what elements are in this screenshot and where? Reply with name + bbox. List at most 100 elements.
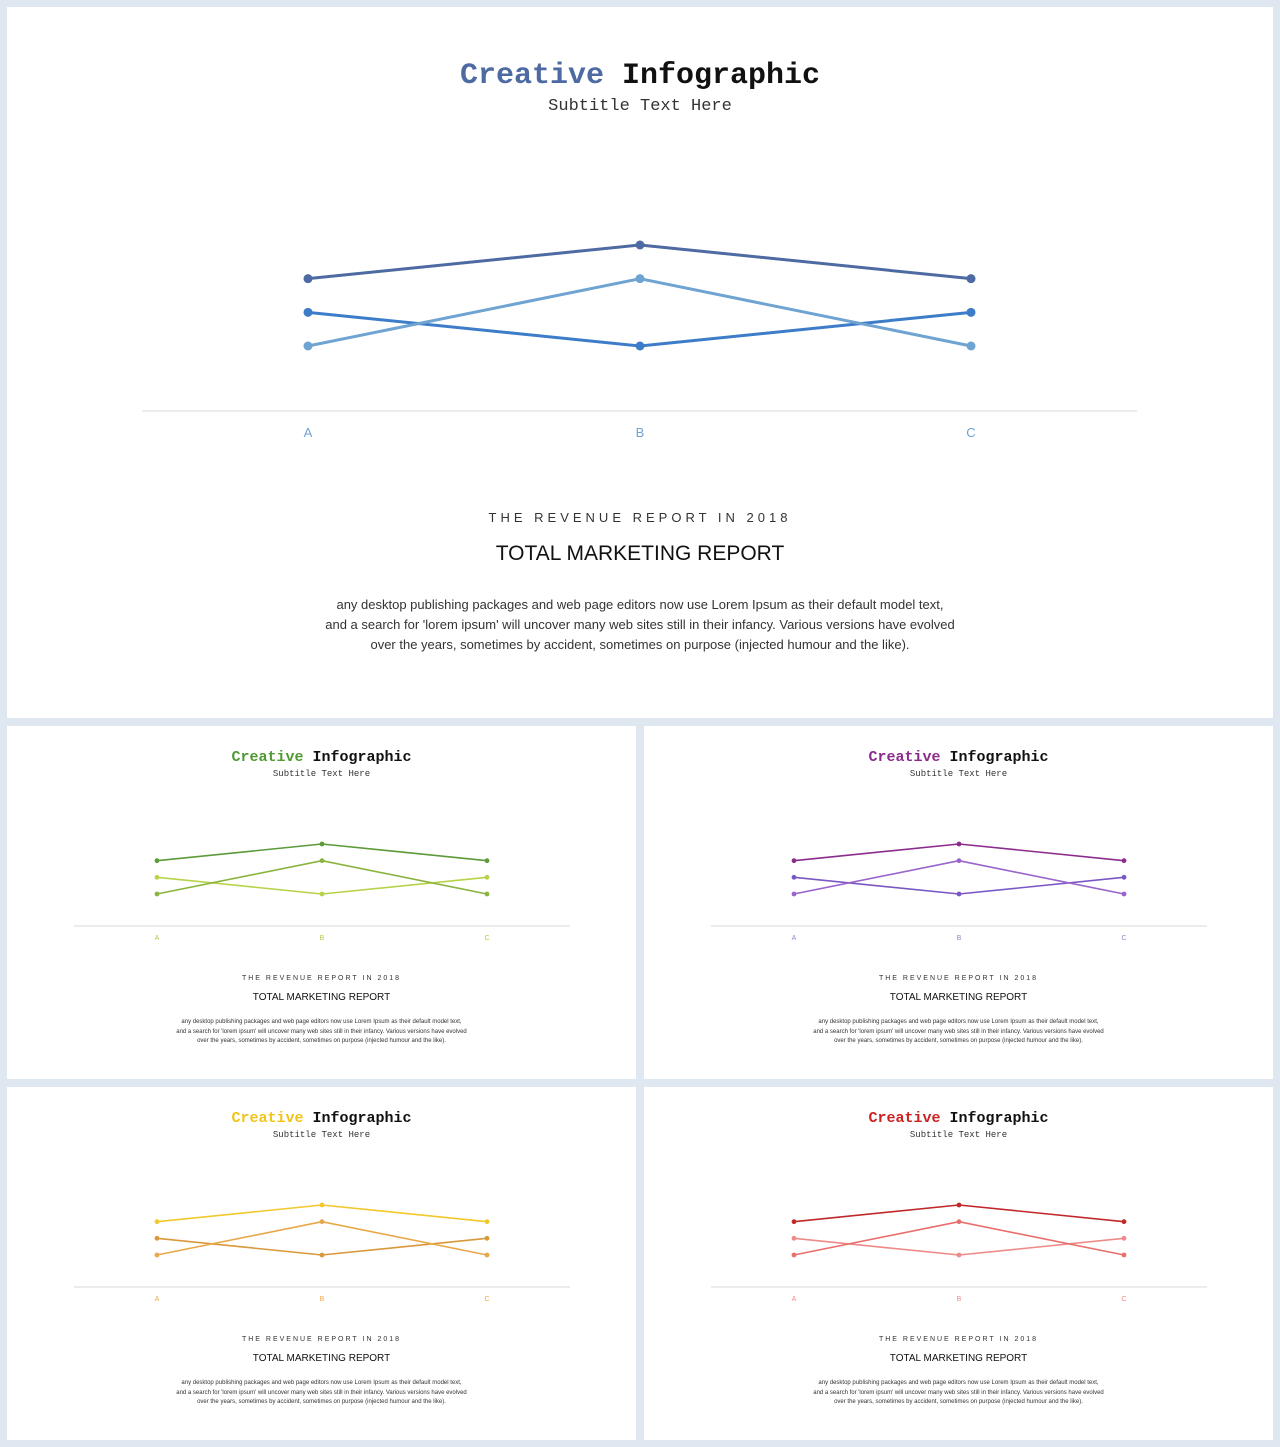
data-point [966, 274, 976, 284]
title-plain-word: Infographic [949, 1110, 1049, 1127]
slide-main: Creative Infographic Subtitle Text Here … [7, 7, 1273, 718]
body-line: any desktop publishing packages and web … [181, 1380, 462, 1386]
x-tick-label: C [1121, 935, 1126, 942]
data-point [484, 874, 490, 880]
report-kicker: THE REVENUE REPORT IN 2018 [878, 1336, 1039, 1343]
series-line [156, 876, 488, 895]
report-body: any desktop publishing packages and web … [7, 1018, 636, 1047]
data-point [303, 341, 313, 351]
series-line [793, 1237, 1125, 1256]
series-line [156, 859, 488, 895]
data-point [1121, 858, 1127, 864]
series-line [793, 1204, 1125, 1223]
x-tick-label: A [304, 425, 313, 440]
data-point [956, 1219, 962, 1225]
data-point [303, 274, 313, 284]
x-tick-label: C [966, 425, 975, 440]
body-line: any desktop publishing packages and web … [336, 597, 944, 612]
data-point [154, 1235, 160, 1241]
x-tick-label: B [957, 935, 962, 942]
body-line: over the years, sometimes by accident, s… [834, 1399, 1083, 1405]
data-point [956, 1252, 962, 1258]
data-point [484, 1252, 490, 1258]
x-tick-label: C [1121, 1296, 1126, 1303]
data-point [1121, 874, 1127, 880]
body-line: over the years, sometimes by accident, s… [834, 1038, 1083, 1044]
slide-title: Creative Infographic [7, 59, 1273, 93]
data-point [319, 891, 325, 897]
x-tick-label: B [957, 1296, 962, 1303]
body-line: over the years, sometimes by accident, s… [197, 1038, 446, 1044]
x-tick-label: B [320, 935, 325, 942]
slide-title: Creative Infographic [644, 749, 1273, 766]
report-kicker: THE REVENUE REPORT IN 2018 [488, 510, 792, 525]
data-point [956, 858, 962, 864]
data-point [635, 341, 645, 351]
line-chart: A B C [711, 841, 1207, 942]
report-body: any desktop publishing packages and web … [644, 1018, 1273, 1047]
data-point [791, 1219, 797, 1225]
data-point [1121, 1219, 1127, 1225]
report-heading: TOTAL MARKETING REPORT [889, 992, 1028, 1003]
data-point [319, 1202, 325, 1208]
slide-purple: Creative Infographic Subtitle Text Here … [644, 726, 1273, 1079]
series-line [793, 876, 1125, 895]
title-plain-word: Infographic [949, 749, 1049, 766]
slide-title: Creative Infographic [644, 1110, 1273, 1127]
series-line [307, 277, 972, 348]
report-kicker: THE REVENUE REPORT IN 2018 [241, 1336, 402, 1343]
data-point [154, 891, 160, 897]
data-point [154, 858, 160, 864]
data-point [319, 1252, 325, 1258]
x-tick-label: C [484, 935, 489, 942]
slide-green: Creative Infographic Subtitle Text Here … [7, 726, 636, 1079]
x-tick-label: A [155, 1296, 160, 1303]
x-tick-label: B [636, 425, 645, 440]
report-kicker: THE REVENUE REPORT IN 2018 [241, 975, 402, 982]
title-colored-word: Creative [868, 1110, 941, 1127]
title-plain-word: Infographic [312, 749, 412, 766]
body-line: and a search for 'lorem ipsum' will unco… [813, 1028, 1104, 1035]
report-body: any desktop publishing packages and web … [7, 595, 1273, 655]
data-point [484, 858, 490, 864]
body-line: and a search for 'lorem ipsum' will unco… [813, 1389, 1104, 1396]
data-point [966, 341, 976, 351]
slide-title: Creative Infographic [7, 749, 636, 766]
data-point [154, 874, 160, 880]
data-point [154, 1219, 160, 1225]
data-point [791, 858, 797, 864]
slide-subtitle: Subtitle Text Here [548, 97, 732, 116]
body-line: any desktop publishing packages and web … [818, 1380, 1099, 1386]
series-line [793, 1220, 1125, 1256]
title-colored-word: Creative [459, 59, 604, 93]
report-kicker: THE REVENUE REPORT IN 2018 [878, 975, 1039, 982]
series-line [156, 843, 488, 862]
data-point [956, 841, 962, 847]
report-heading: TOTAL MARKETING REPORT [889, 1353, 1028, 1364]
data-point [484, 1235, 490, 1241]
body-line: and a search for 'lorem ipsum' will unco… [176, 1028, 467, 1035]
slide-red: Creative Infographic Subtitle Text Here … [644, 1087, 1273, 1440]
data-point [791, 874, 797, 880]
series-line [156, 1237, 488, 1256]
series-line [793, 843, 1125, 862]
data-point [484, 891, 490, 897]
slide-subtitle: Subtitle Text Here [909, 1130, 1008, 1140]
title-colored-word: Creative [868, 749, 941, 766]
data-point [303, 307, 313, 317]
x-tick-label: A [792, 935, 797, 942]
series-line [307, 310, 972, 348]
body-line: over the years, sometimes by accident, s… [197, 1399, 446, 1405]
report-heading: TOTAL MARKETING REPORT [252, 1353, 391, 1364]
body-line: any desktop publishing packages and web … [818, 1019, 1099, 1025]
report-heading: TOTAL MARKETING REPORT [252, 992, 391, 1003]
title-plain-word: Infographic [622, 59, 821, 93]
data-point [319, 1219, 325, 1225]
data-point [154, 1252, 160, 1258]
data-point [966, 307, 976, 317]
x-tick-label: C [484, 1296, 489, 1303]
series-line [307, 243, 972, 281]
report-body: any desktop publishing packages and web … [644, 1379, 1273, 1408]
line-chart: A B C [74, 1202, 570, 1303]
slide-yellow: Creative Infographic Subtitle Text Here … [7, 1087, 636, 1440]
